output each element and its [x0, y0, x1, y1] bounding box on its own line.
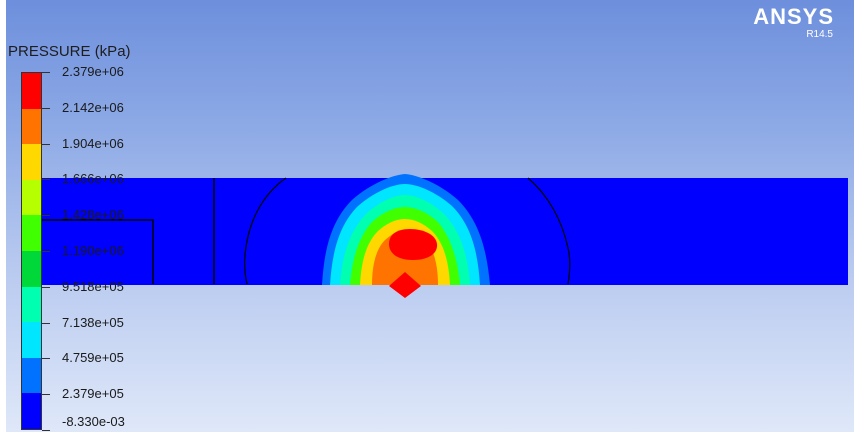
- source-diamond: [389, 272, 421, 298]
- viewport-edge: [0, 0, 6, 432]
- left-arc: [244, 177, 287, 285]
- legend-colorbar: [21, 72, 42, 430]
- right-arc: [527, 177, 571, 285]
- colorbar-band: [22, 144, 41, 180]
- colorbar-band: [22, 73, 41, 109]
- contour-core: [389, 229, 438, 260]
- brand-name: ANSYS: [753, 4, 834, 29]
- colorbar-band: [22, 108, 41, 145]
- legend-label: 7.138e+05: [62, 314, 124, 330]
- colorbar-band: [22, 393, 41, 429]
- legend-label: 2.379e+06: [62, 64, 124, 79]
- legend-label: 1.666e+06: [62, 171, 124, 187]
- legend-tick: [42, 251, 50, 252]
- legend-label: 2.379e+05: [62, 386, 124, 402]
- ansys-logo: ANSYS R14.5: [753, 6, 834, 41]
- legend-tick: [42, 430, 50, 431]
- legend-tick: [42, 215, 50, 217]
- brand-version: R14.5: [806, 29, 833, 40]
- legend-tick: [42, 72, 50, 73]
- legend-tick: [42, 179, 50, 181]
- legend-tick: [42, 107, 50, 109]
- legend-label: 9.518e+05: [62, 278, 124, 294]
- colorbar-band: [22, 357, 41, 394]
- colorbar-band: [22, 322, 41, 358]
- legend-title: PRESSURE (kPa): [8, 43, 131, 60]
- legend-label: 1.428e+06: [62, 207, 124, 223]
- legend-tick: [42, 322, 50, 324]
- legend-tick: [42, 286, 50, 288]
- legend-tick: [42, 394, 50, 396]
- legend-label: 2.142e+06: [62, 99, 124, 115]
- colorbar-band: [22, 250, 41, 287]
- legend-label: 1.904e+06: [62, 135, 124, 151]
- colorbar-band: [22, 286, 41, 323]
- colorbar-band: [22, 179, 41, 216]
- legend-tick: [42, 358, 50, 360]
- domain-outline: [42, 219, 154, 284]
- colorbar-band: [22, 215, 41, 251]
- legend-tick: [42, 143, 50, 145]
- legend-label: 1.190e+06: [62, 243, 124, 258]
- legend-label: 4.759e+05: [62, 350, 124, 366]
- legend-label: -8.330e-03: [62, 414, 125, 429]
